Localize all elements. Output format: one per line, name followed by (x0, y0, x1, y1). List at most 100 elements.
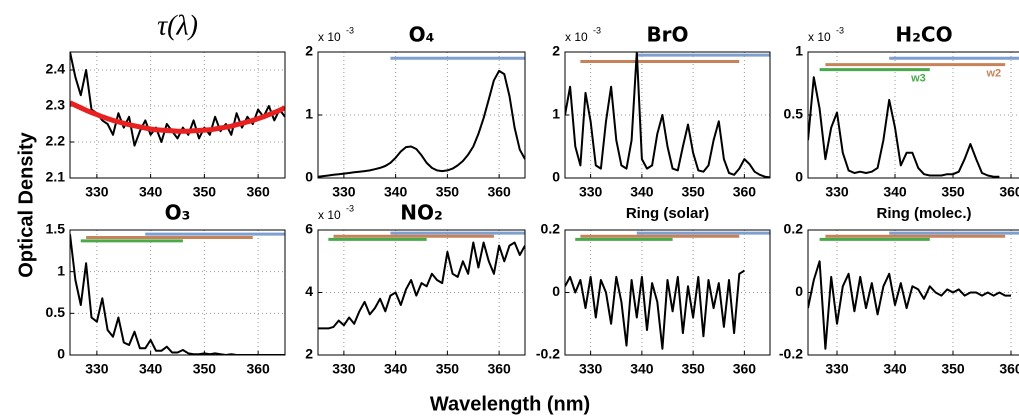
y-tick-label: 2.3 (46, 97, 66, 113)
data-line (808, 260, 1011, 350)
plot-area (70, 52, 285, 178)
y-tick-label: 2.2 (46, 133, 66, 149)
multiplier-exponent: -3 (593, 25, 601, 35)
y-tick-label: -0.2 (779, 346, 803, 362)
y-tick-label: 0 (795, 169, 803, 185)
x-tick-label: 350 (941, 184, 965, 200)
y-tick-label: 1 (795, 43, 803, 59)
plot-content (565, 52, 770, 178)
x-tick-label: 360 (487, 361, 511, 377)
x-tick-label: 350 (681, 184, 705, 200)
x-tick-label: 340 (630, 184, 654, 200)
window-label: w3 (910, 73, 926, 85)
chart-title: O₄ (409, 23, 435, 47)
chart-title: H₂CO (895, 23, 952, 47)
plot-area (318, 230, 525, 355)
plot-frame (564, 229, 771, 356)
x-tick-label: 340 (139, 361, 163, 377)
x-tick-label: 340 (630, 361, 654, 377)
x-tick-label: 330 (85, 184, 109, 200)
chart-title: NO₂ (400, 201, 443, 225)
plot-frame (317, 51, 526, 179)
plot-content (70, 232, 285, 355)
plot-area (808, 230, 1019, 355)
plot-content: ww2w3 (808, 56, 1019, 178)
x-tick-label: 340 (883, 361, 907, 377)
y-tick-label: 0.5 (46, 304, 66, 320)
plot-frame (69, 229, 286, 356)
chart-title: Ring (molec.) (876, 205, 971, 222)
data-line (565, 52, 770, 178)
x-tick-label: 350 (681, 361, 705, 377)
multiplier: x 10 (318, 208, 341, 222)
plot-content (318, 231, 525, 330)
data-line (565, 269, 745, 350)
x-tick-label: 360 (733, 361, 757, 377)
x-tick-label: 350 (193, 184, 217, 200)
y-tick-label: 1 (57, 262, 65, 278)
y-tick-label: 2 (305, 346, 313, 362)
x-tick-label: 330 (332, 184, 356, 200)
y-tick-label: 6 (305, 221, 313, 237)
y-tick-label: 0 (552, 169, 560, 185)
multiplier-exponent: -3 (346, 203, 354, 213)
data-line (318, 69, 525, 178)
x-tick-label: 360 (733, 184, 757, 200)
plot-content (318, 56, 525, 178)
multiplier-exponent: -3 (346, 25, 354, 35)
x-tick-label: 350 (436, 184, 460, 200)
x-tick-label: 360 (999, 361, 1019, 377)
x-tick-label: 350 (436, 361, 460, 377)
plot-area (565, 52, 770, 178)
chart-title: BrO (646, 23, 688, 47)
y-tick-label: 4 (305, 283, 313, 299)
x-tick-label: 330 (85, 361, 109, 377)
plot-content (565, 231, 770, 350)
y-tick-label: 2 (305, 43, 313, 59)
y-tick-label: 1 (305, 106, 313, 122)
y-tick-label: 1 (552, 106, 560, 122)
y-tick-label: 1.5 (46, 221, 66, 237)
x-tick-label: 360 (999, 184, 1019, 200)
chart-title: Ring (solar) (626, 205, 709, 222)
plot-content (808, 231, 1019, 350)
y-tick-label: -0.2 (536, 346, 560, 362)
y-tick-label: 2 (552, 43, 560, 59)
x-tick-label: 340 (384, 184, 408, 200)
x-tick-label: 330 (332, 361, 356, 377)
data-line (70, 234, 285, 355)
plot-area (70, 230, 285, 355)
plot-frame (564, 51, 771, 179)
chart-title: O₃ (165, 201, 191, 225)
plot-area (318, 52, 525, 178)
x-tick-label: 350 (941, 361, 965, 377)
x-axis-label: Wavelength (nm) (430, 393, 590, 415)
multiplier: x 10 (318, 30, 341, 44)
y-tick-label: 2.4 (46, 61, 66, 77)
plot-frame (317, 229, 526, 356)
x-tick-label: 360 (487, 184, 511, 200)
multiplier: x 10 (808, 30, 831, 44)
x-tick-label: 340 (883, 184, 907, 200)
x-tick-label: 330 (579, 361, 603, 377)
x-tick-label: 330 (825, 361, 849, 377)
data-line (70, 100, 285, 134)
data-line (318, 241, 525, 330)
x-tick-label: 330 (825, 184, 849, 200)
chart-title: τ(λ) (157, 10, 198, 41)
x-tick-label: 330 (579, 184, 603, 200)
plot-frame (807, 229, 1019, 356)
x-tick-label: 340 (139, 184, 163, 200)
y-tick-label: 0.2 (541, 221, 561, 237)
y-tick-label: 0 (57, 346, 65, 362)
y-tick-label: 0 (552, 283, 560, 299)
multiplier: x 10 (565, 30, 588, 44)
data-line (808, 76, 1000, 178)
x-tick-label: 350 (193, 361, 217, 377)
multiplier-exponent: -3 (836, 25, 844, 35)
y-tick-label: 0 (305, 169, 313, 185)
x-tick-label: 360 (246, 184, 270, 200)
y-tick-label: 0.5 (784, 106, 804, 122)
x-tick-label: 360 (246, 361, 270, 377)
